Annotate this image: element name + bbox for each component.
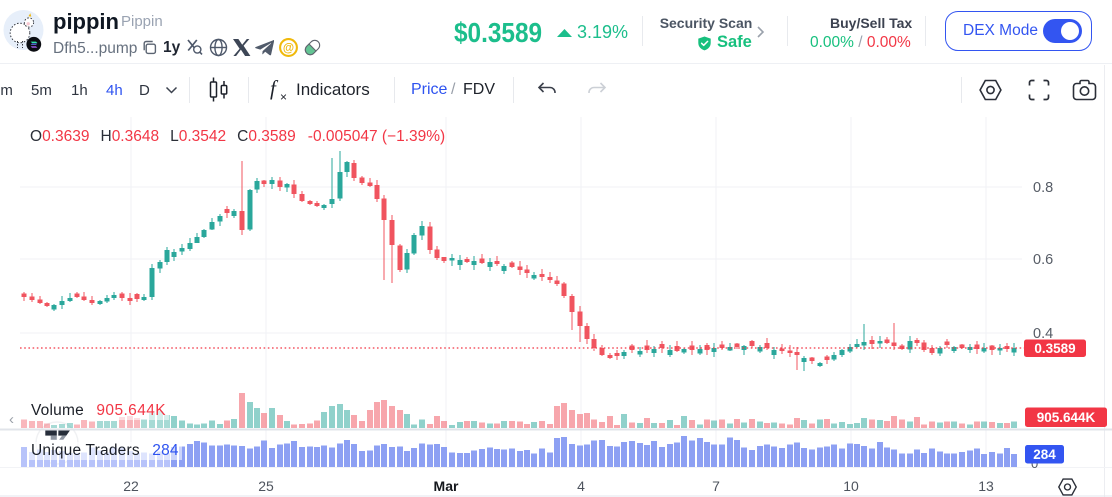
svg-text:0.3589: 0.3589 bbox=[1034, 341, 1075, 356]
svg-text:0.8: 0.8 bbox=[1033, 180, 1053, 196]
svg-text:7: 7 bbox=[712, 478, 720, 494]
svg-text:Mar: Mar bbox=[434, 478, 459, 494]
svg-text:0.6: 0.6 bbox=[1033, 252, 1053, 268]
svg-text:4: 4 bbox=[577, 478, 585, 494]
svg-text:22: 22 bbox=[123, 478, 139, 494]
svg-text:25: 25 bbox=[258, 478, 274, 494]
svg-text:905.644K: 905.644K bbox=[1037, 410, 1096, 425]
svg-text:@: @ bbox=[283, 43, 294, 55]
svg-text:0.4: 0.4 bbox=[1033, 326, 1053, 342]
svg-text:10: 10 bbox=[843, 478, 859, 494]
svg-text:284: 284 bbox=[1033, 447, 1056, 462]
svg-text:13: 13 bbox=[978, 478, 994, 494]
